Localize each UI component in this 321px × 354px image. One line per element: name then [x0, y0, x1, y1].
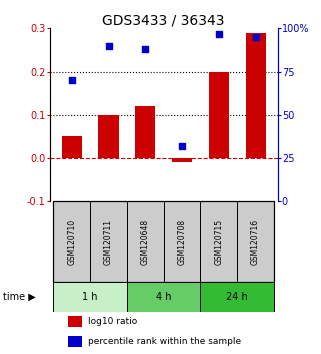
Point — [106, 43, 111, 48]
Bar — [68, 336, 82, 347]
Bar — [127, 282, 201, 312]
Text: log10 ratio: log10 ratio — [89, 317, 138, 326]
Bar — [164, 201, 201, 282]
Text: GSM120715: GSM120715 — [214, 218, 223, 265]
Bar — [246, 33, 266, 158]
Bar — [209, 72, 229, 158]
Text: GSM120716: GSM120716 — [251, 218, 260, 265]
Bar — [90, 201, 127, 282]
Bar — [201, 201, 237, 282]
Point — [216, 31, 221, 36]
Bar — [127, 201, 164, 282]
Title: GDS3433 / 36343: GDS3433 / 36343 — [102, 13, 225, 27]
Point — [253, 34, 258, 40]
Bar — [68, 316, 82, 327]
Bar — [53, 201, 90, 282]
Text: GSM120708: GSM120708 — [178, 218, 187, 265]
Bar — [62, 136, 82, 158]
Text: 1 h: 1 h — [82, 292, 98, 302]
Bar — [99, 115, 119, 158]
Bar — [135, 106, 155, 158]
Text: GSM120648: GSM120648 — [141, 218, 150, 265]
Text: 24 h: 24 h — [226, 292, 248, 302]
Text: time ▶: time ▶ — [3, 292, 36, 302]
Text: 4 h: 4 h — [156, 292, 171, 302]
Bar — [172, 158, 192, 162]
Bar — [237, 201, 274, 282]
Bar — [53, 282, 127, 312]
Text: GSM120710: GSM120710 — [67, 218, 76, 265]
Point — [69, 77, 74, 83]
Text: percentile rank within the sample: percentile rank within the sample — [89, 337, 242, 346]
Bar — [201, 282, 274, 312]
Point — [179, 143, 185, 149]
Text: GSM120711: GSM120711 — [104, 218, 113, 264]
Point — [143, 46, 148, 52]
